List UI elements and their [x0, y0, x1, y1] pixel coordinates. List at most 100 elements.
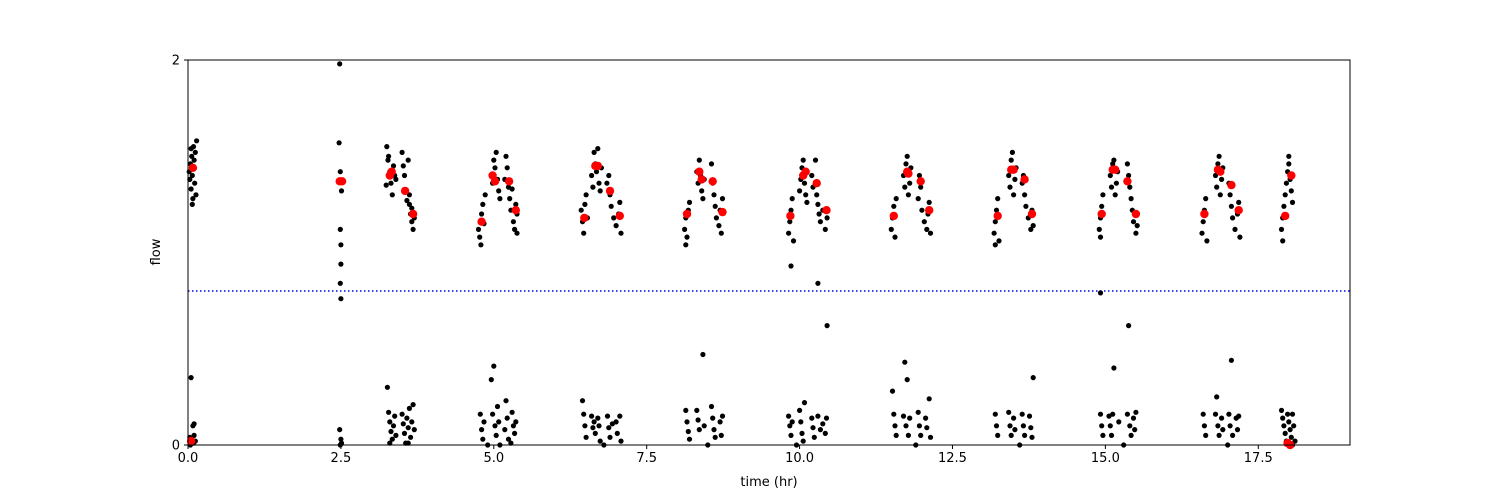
- data-point: [493, 432, 499, 438]
- data-point: [1286, 419, 1292, 425]
- data-point: [405, 157, 411, 163]
- data-point: [1022, 192, 1028, 198]
- data-point: [1282, 192, 1288, 198]
- data-point: [583, 434, 589, 440]
- data-point: [992, 219, 998, 225]
- data-point: [993, 207, 1000, 213]
- data-point: [1023, 203, 1029, 209]
- data-point: [811, 434, 817, 440]
- mean-point: [511, 206, 520, 215]
- data-point: [387, 419, 393, 425]
- mean-point: [1281, 211, 1290, 221]
- data-point: [400, 421, 406, 427]
- data-point: [684, 234, 690, 240]
- data-point: [1112, 192, 1118, 198]
- data-point: [406, 201, 412, 207]
- data-point: [717, 419, 723, 425]
- data-point: [595, 146, 601, 152]
- data-point: [338, 242, 344, 248]
- data-point: [1289, 199, 1296, 205]
- data-point: [1097, 290, 1104, 296]
- data-point: [892, 423, 898, 429]
- data-point: [409, 419, 415, 425]
- data-point: [1097, 234, 1104, 240]
- data-point: [189, 201, 195, 207]
- data-point: [1128, 432, 1134, 438]
- data-point: [823, 415, 830, 421]
- data-point: [513, 419, 519, 425]
- data-point: [337, 169, 343, 175]
- data-point: [1214, 184, 1220, 190]
- data-point: [904, 153, 910, 159]
- mean-point: [697, 175, 706, 184]
- data-point: [404, 415, 410, 421]
- data-point: [718, 230, 724, 236]
- data-point: [590, 425, 596, 431]
- data-point: [718, 432, 724, 438]
- data-point: [1280, 415, 1286, 421]
- data-point: [1219, 176, 1225, 182]
- data-point: [1283, 180, 1289, 186]
- data-point: [1203, 196, 1209, 202]
- x-tick-label: 7.5: [636, 451, 657, 466]
- data-point: [388, 428, 394, 435]
- mean-point: [801, 167, 810, 176]
- x-axis-label: time (hr): [740, 475, 797, 490]
- data-point: [514, 230, 520, 236]
- data-point: [815, 280, 821, 286]
- data-point: [393, 432, 399, 438]
- data-point: [712, 203, 718, 209]
- data-point: [918, 432, 924, 438]
- data-point: [1130, 219, 1137, 225]
- data-point: [797, 407, 803, 413]
- data-point: [1281, 423, 1287, 429]
- data-point: [1097, 411, 1104, 417]
- data-point: [926, 199, 932, 205]
- data-point: [511, 430, 518, 436]
- data-point: [190, 196, 196, 202]
- mean-point: [387, 167, 396, 176]
- data-point: [995, 196, 1001, 202]
- data-point: [1236, 199, 1242, 205]
- data-point: [389, 436, 395, 442]
- data-point: [1007, 184, 1013, 190]
- data-point: [337, 427, 343, 433]
- data-point: [1108, 432, 1115, 438]
- data-point: [1111, 157, 1117, 163]
- data-point: [711, 192, 717, 198]
- data-point: [387, 440, 393, 446]
- data-point: [1237, 234, 1243, 240]
- mean-point: [337, 177, 347, 186]
- data-point: [685, 428, 691, 435]
- data-point: [589, 172, 595, 179]
- data-point: [582, 423, 588, 429]
- data-point: [496, 188, 502, 194]
- data-point: [404, 197, 410, 204]
- data-point: [1133, 230, 1139, 236]
- data-point: [510, 423, 516, 429]
- data-point: [700, 196, 706, 202]
- data-point: [683, 407, 689, 413]
- mean-point: [1227, 180, 1236, 190]
- data-point: [383, 182, 389, 188]
- points-layer: [186, 61, 1298, 450]
- data-point: [1113, 180, 1119, 186]
- data-point: [1292, 438, 1298, 444]
- data-point: [1029, 434, 1035, 440]
- mean-point: [605, 186, 615, 196]
- data-point: [1028, 226, 1034, 232]
- data-point: [918, 184, 924, 190]
- data-point: [695, 417, 701, 423]
- data-point: [614, 430, 620, 436]
- data-point: [513, 201, 519, 207]
- data-point: [592, 430, 598, 436]
- mean-point: [1123, 177, 1132, 186]
- data-point: [1012, 176, 1018, 182]
- data-point: [790, 238, 797, 244]
- x-tick-label: 5.0: [483, 451, 504, 466]
- data-point: [405, 440, 411, 446]
- x-tick-label: 12.5: [938, 451, 967, 466]
- data-point: [1009, 149, 1016, 155]
- data-point: [611, 215, 617, 221]
- data-point: [604, 413, 611, 419]
